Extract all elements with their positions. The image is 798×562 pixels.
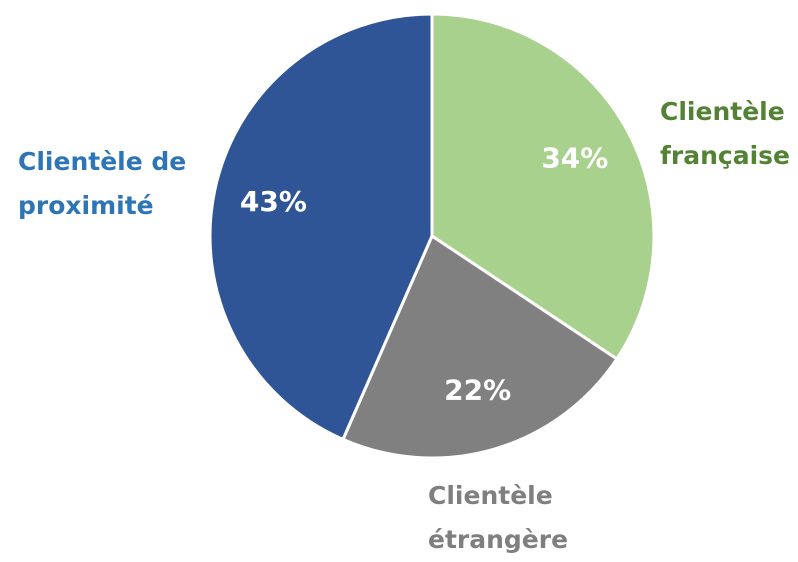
- value-label: 43%: [240, 185, 307, 218]
- category-label: Clientèle française: [660, 97, 790, 170]
- value-label: 22%: [444, 373, 511, 406]
- pie-slice: [341, 233, 619, 460]
- pie-slice: [208, 12, 434, 442]
- value-label: 34%: [541, 141, 608, 174]
- page: 34% 22% 43% Clientèle française Clientèle …: [18, 12, 790, 554]
- chart: 34% 22% 43%: [208, 12, 656, 460]
- category-label: Clientèle de proximité: [18, 147, 187, 220]
